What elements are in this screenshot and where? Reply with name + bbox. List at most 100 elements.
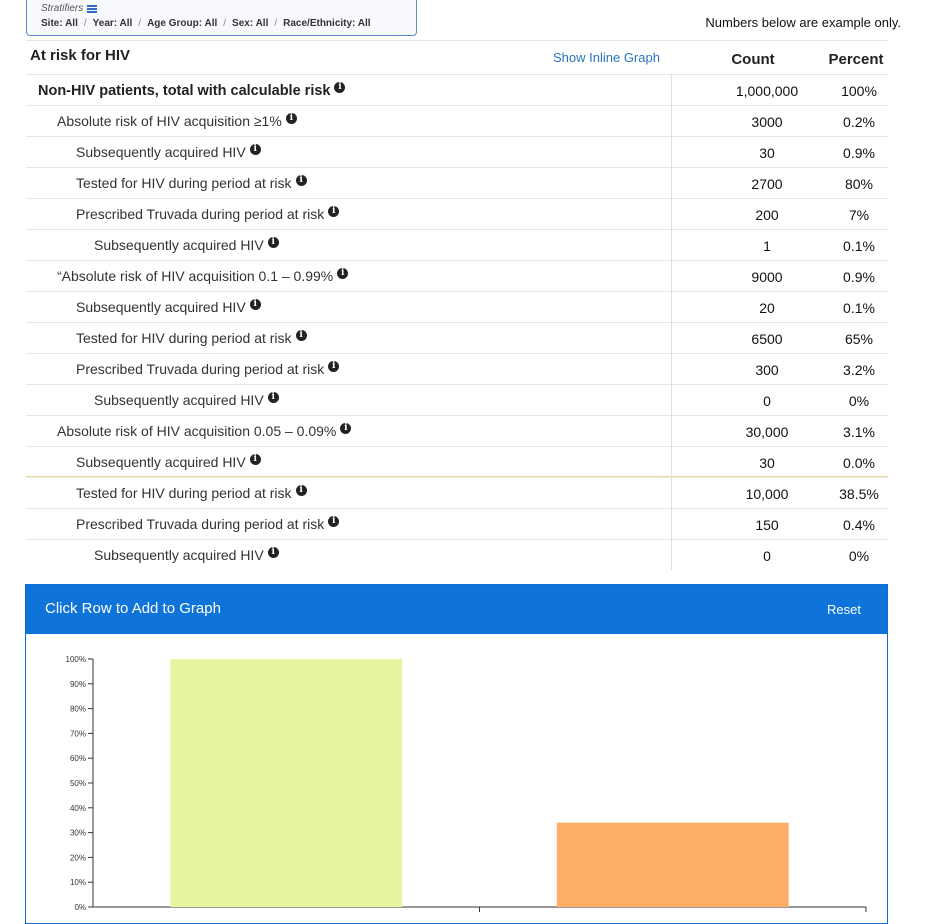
table-header: At risk for HIV Show Inline Graph Count … <box>26 40 888 74</box>
info-icon[interactable]: i <box>249 454 261 465</box>
stratifier-age-group[interactable]: Age Group: All <box>147 18 218 29</box>
row-label: “Absolute risk of HIV acquisition 0.1 – … <box>57 268 349 284</box>
y-tick-label: 0% <box>74 903 86 912</box>
info-icon[interactable]: i <box>267 392 279 403</box>
y-tick-label: 70% <box>70 729 86 738</box>
table-row[interactable]: Subsequently acquired HIV i 1 0.1% <box>26 229 888 260</box>
y-tick-label: 10% <box>70 878 86 887</box>
row-label: Prescribed Truvada during period at risk… <box>76 206 340 222</box>
table-row[interactable]: Subsequently acquired HIV i 30 0.0% <box>26 446 888 477</box>
info-icon[interactable]: i <box>328 516 340 527</box>
info-icon[interactable]: i <box>328 361 340 372</box>
row-count: 3000 <box>751 114 783 130</box>
table-row[interactable]: Tested for HIV during period at risk i 270… <box>26 167 888 198</box>
y-tick-label: 30% <box>70 829 86 838</box>
table-row[interactable]: Subsequently acquired HIV i 30 0.9% <box>26 136 888 167</box>
info-icon[interactable]: i <box>295 485 307 496</box>
info-icon[interactable]: i <box>249 144 261 155</box>
row-count: 9000 <box>751 269 783 285</box>
row-label: Prescribed Truvada during period at risk… <box>76 361 340 377</box>
table-row[interactable]: Tested for HIV during period at risk i 650… <box>26 322 888 353</box>
stratifiers-box[interactable]: Stratifiers Site: All / Year: All / Age Grou… <box>26 0 417 36</box>
row-percent: 0% <box>848 393 870 409</box>
example-note: Numbers below are example only. <box>705 15 901 30</box>
row-label: Subsequently acquired HIV i <box>76 299 261 315</box>
table-row[interactable]: Tested for HIV during period at risk i 10,… <box>26 477 888 508</box>
stratifiers-header[interactable]: Stratifiers <box>41 2 416 15</box>
row-label-text: Absolute risk of HIV acquisition ≥1% <box>57 113 282 129</box>
table-row[interactable]: Prescribed Truvada during period at risk… <box>26 353 888 384</box>
row-label: Non-HIV patients, total with calculable … <box>38 82 346 99</box>
table-row[interactable]: Absolute risk of HIV acquisition 0.05 – … <box>26 415 888 446</box>
info-icon[interactable]: i <box>285 113 297 124</box>
show-inline-graph-link[interactable]: Show Inline Graph <box>553 50 660 65</box>
row-count: 1,000,000 <box>735 83 799 99</box>
table-row[interactable]: Non-HIV patients, total with calculable … <box>26 74 888 105</box>
y-tick-label: 50% <box>70 779 86 788</box>
row-label: Subsequently acquired HIV i <box>94 547 279 563</box>
y-tick-label: 80% <box>70 705 86 714</box>
info-icon[interactable]: i <box>267 237 279 248</box>
row-count: 300 <box>755 362 779 378</box>
menu-icon[interactable] <box>87 4 98 13</box>
stratifier-sex[interactable]: Sex: All <box>232 18 269 29</box>
info-icon[interactable]: i <box>295 175 307 186</box>
reset-button[interactable]: Reset <box>827 602 861 617</box>
graph-panel: Click Row to Add to Graph Reset 0% 10% 20%… <box>25 584 888 924</box>
stratifier-breadcrumb: Site: All / Year: All / Age Group: All / Sex: … <box>41 18 416 29</box>
y-tick-label: 100% <box>66 655 86 664</box>
row-label-text: Subsequently acquired HIV <box>76 144 246 160</box>
row-label: Subsequently acquired HIV i <box>94 237 279 253</box>
y-tick-label: 40% <box>70 804 86 813</box>
row-label-text: Subsequently acquired HIV <box>76 454 246 470</box>
info-icon[interactable]: i <box>267 547 279 558</box>
info-icon[interactable]: i <box>295 330 307 341</box>
row-label-text: Non-HIV patients, total with calculable … <box>38 83 331 99</box>
table-row[interactable]: Prescribed Truvada during period at risk… <box>26 198 888 229</box>
info-icon[interactable]: i <box>328 206 340 217</box>
table-row[interactable]: Prescribed Truvada during period at risk… <box>26 508 888 539</box>
row-label: Tested for HIV during period at risk i <box>76 175 307 191</box>
row-label-text: Subsequently acquired HIV <box>94 392 264 408</box>
row-percent: 0% <box>848 548 870 564</box>
info-icon[interactable]: i <box>337 268 349 279</box>
stratifier-year[interactable]: Year: All <box>92 18 133 29</box>
row-count: 0 <box>763 393 771 409</box>
row-count: 10,000 <box>745 486 789 502</box>
row-count: 200 <box>755 207 779 223</box>
info-icon[interactable]: i <box>334 82 346 93</box>
graph-panel-title: Click Row to Add to Graph <box>45 600 221 617</box>
table-row[interactable]: Subsequently acquired HIV i 0 0% <box>26 384 888 415</box>
stratifiers-title: Stratifiers <box>41 3 84 14</box>
column-divider <box>671 74 672 570</box>
row-label: Tested for HIV during period at risk i <box>76 485 307 501</box>
row-label-text: Tested for HIV during period at risk <box>76 175 292 191</box>
row-count: 2700 <box>751 176 783 192</box>
row-label-text: Prescribed Truvada during period at risk <box>76 206 325 222</box>
stratifier-site[interactable]: Site: All <box>41 18 78 29</box>
table-title: At risk for HIV <box>30 47 131 64</box>
breadcrumb-separator: / <box>138 18 142 29</box>
row-count: 30 <box>759 455 775 471</box>
row-percent: 0.1% <box>843 238 875 254</box>
table-row[interactable]: “Absolute risk of HIV acquisition 0.1 – … <box>26 260 888 291</box>
row-label: Prescribed Truvada during period at risk… <box>76 516 340 532</box>
table-row[interactable]: Absolute risk of HIV acquisition ≥1% i 300… <box>26 105 888 136</box>
table-row[interactable]: Subsequently acquired HIV i 20 0.1% <box>26 291 888 322</box>
row-label-text: Subsequently acquired HIV <box>94 547 264 563</box>
row-percent: 0.9% <box>843 145 875 161</box>
stratifier-race-ethnicity[interactable]: Race/Ethnicity: All <box>283 18 371 29</box>
row-label-text: Tested for HIV during period at risk <box>76 330 292 346</box>
y-tick-label: 90% <box>70 680 86 689</box>
bar <box>170 659 403 907</box>
info-icon[interactable]: i <box>340 423 352 434</box>
table-row[interactable]: Subsequently acquired HIV i 0 0% <box>26 539 888 570</box>
count-column-header: Count <box>731 51 775 68</box>
row-percent: 80% <box>844 176 874 192</box>
row-label: Absolute risk of HIV acquisition 0.05 – … <box>57 423 352 439</box>
row-count: 0 <box>763 548 771 564</box>
row-label-text: Subsequently acquired HIV <box>76 299 246 315</box>
info-icon[interactable]: i <box>249 299 261 310</box>
risk-table: At risk for HIV Show Inline Graph Count … <box>26 40 888 570</box>
row-percent: 38.5% <box>839 486 879 502</box>
